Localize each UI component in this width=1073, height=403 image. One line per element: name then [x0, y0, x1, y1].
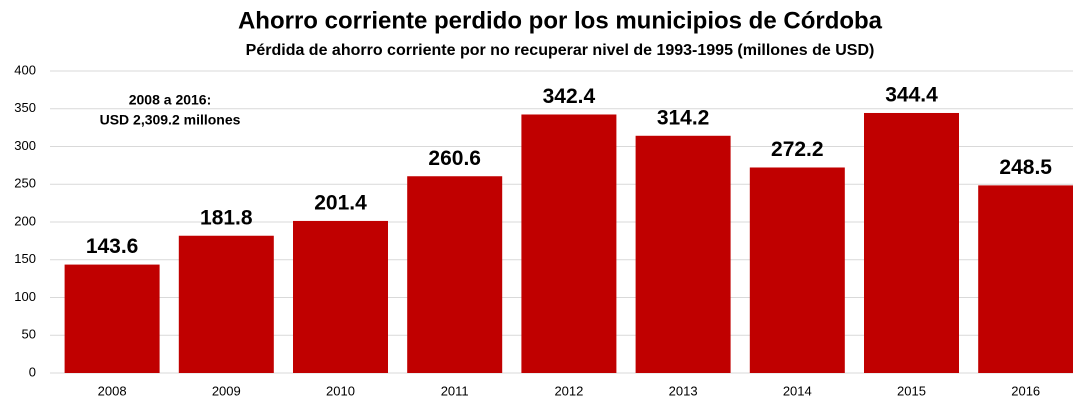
bar: [521, 114, 617, 373]
bar: [749, 167, 845, 373]
bar: [978, 185, 1073, 373]
y-tick-label: 50: [22, 327, 36, 342]
y-tick-label: 200: [14, 213, 36, 228]
annotation: USD 2,309.2 millones: [100, 112, 241, 128]
value-label: 181.8: [200, 206, 253, 229]
x-tick-label: 2012: [554, 383, 583, 398]
x-tick-label: 2015: [897, 383, 926, 398]
bar: [635, 135, 731, 373]
value-label: 344.4: [885, 84, 938, 107]
y-tick-label: 400: [14, 62, 36, 77]
bar: [864, 112, 959, 373]
value-label: 260.6: [428, 147, 481, 170]
chart-title: Ahorro corriente perdido por los municip…: [238, 7, 883, 34]
annotation: 2008 a 2016:: [129, 92, 212, 108]
x-tick-label: 2011: [441, 383, 469, 398]
y-tick-label: 0: [29, 364, 36, 379]
y-tick-label: 150: [14, 251, 36, 266]
x-tick-label: 2008: [98, 383, 127, 398]
bar: [178, 235, 274, 373]
y-tick-label: 250: [14, 176, 36, 191]
x-tick-label: 2010: [326, 383, 355, 398]
chart-subtitle: Pérdida de ahorro corriente por no recup…: [246, 42, 875, 59]
value-label: 201.4: [314, 191, 367, 214]
x-tick-label: 2016: [1011, 383, 1040, 398]
y-tick-label: 300: [14, 138, 36, 153]
y-tick-label: 350: [14, 100, 36, 115]
value-label: 342.4: [543, 85, 596, 108]
value-label: 248.5: [999, 156, 1052, 179]
y-tick-label: 100: [14, 289, 36, 304]
x-tick-label: 2013: [669, 383, 698, 398]
x-tick-label: 2009: [212, 383, 241, 398]
x-tick-label: 2014: [783, 383, 812, 398]
value-label: 314.2: [657, 106, 710, 129]
value-label: 272.2: [771, 138, 824, 161]
bar: [407, 176, 503, 373]
bar: [64, 264, 160, 373]
bar: [293, 220, 388, 373]
value-label: 143.6: [86, 235, 139, 258]
